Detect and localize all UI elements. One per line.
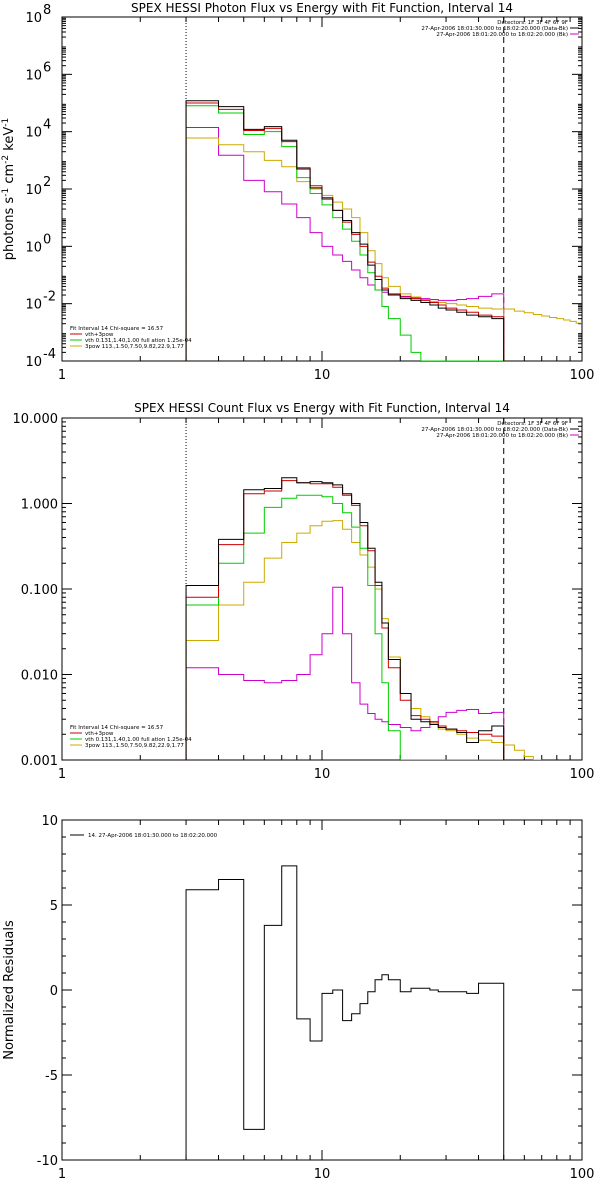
y-tick-label: 0.001 — [21, 754, 58, 769]
y-tick-label: -5 — [45, 1069, 58, 1084]
y-tick-label: 0.010 — [21, 669, 58, 684]
y-axis-label-text: Normalized Residuals — [2, 920, 17, 1060]
header-line: Detectors: 1F 3F 4F 6F 9F — [497, 20, 568, 26]
header-line: 27-Apr-2006 18:01:30.000 to 18:02:20.000… — [421, 26, 568, 32]
plot-area — [185, 477, 542, 760]
y-tick-exponent: 6 — [43, 60, 51, 75]
chart-title: SPEX HESSI Photon Flux vs Energy with Fi… — [131, 1, 513, 15]
chart-title: SPEX HESSI Count Flux vs Energy with Fit… — [134, 401, 510, 415]
y-tick-label: 5 — [50, 899, 58, 914]
y-axis-label-part: -1 — [1, 118, 11, 127]
series-bk — [185, 126, 505, 361]
y-tick-exponent: -4 — [43, 347, 56, 362]
chart-panel-1: SPEX HESSI Photon Flux vs Energy with Fi… — [1, 1, 594, 383]
legend-title: Fit Interval 14 Chi-square = 16.57 — [70, 326, 164, 332]
y-tick-label: 10 — [25, 11, 42, 26]
legend-entry: vth 0.131,1.40,1.00 full ation 1.25e-04 — [85, 338, 192, 344]
chart-panel-3: 1 10 100 -10 -5 0 5 10 Normalized Residuals 14. 2… — [2, 814, 594, 1182]
y-axis-label-part: -2 — [1, 155, 11, 164]
series-data-bk — [185, 100, 505, 361]
series-vth-3pow — [185, 102, 505, 361]
legend-title: Fit Interval 14 Chi-square = 16.57 — [70, 725, 164, 731]
y-tick-label: 10 — [25, 298, 42, 313]
y-tick-exponent: 2 — [43, 175, 51, 190]
y-tick-label: 10 — [25, 126, 42, 141]
y-tick-label: 10.000 — [13, 412, 59, 427]
plot-area — [185, 865, 505, 1160]
x-tick-label: 10 — [314, 368, 331, 383]
y-tick-label: 0.100 — [21, 583, 58, 598]
series-vth-3pow — [185, 480, 505, 760]
y-axis-label: Normalized Residuals — [2, 920, 17, 1060]
y-tick-exponent: 0 — [43, 232, 51, 247]
x-tick-label: 10 — [314, 1167, 331, 1182]
y-axis-label-text: photons s — [2, 197, 17, 261]
y-tick-exponent: -2 — [43, 290, 56, 305]
y-tick-label: -10 — [37, 1154, 58, 1169]
legend-entry: vth+3pow — [85, 332, 114, 338]
series-3pow-extension — [503, 744, 542, 760]
header-line: Detectors: 1F 3F 4F 6F 9F — [497, 421, 568, 427]
y-axis-label: photons s-1 cm-2 keV-1 — [1, 118, 17, 260]
y-tick-exponent: 8 — [43, 3, 51, 18]
legend-entry: 14. 27-Apr-2006 18:01:30.000 to 18:02:20… — [88, 833, 218, 839]
legend-entry: 3pow 113.,1.50,7.50,9.82,22.9,1.77 — [85, 743, 184, 749]
header-line: 27-Apr-2006 18:01:20.000 to 18:02:20.000… — [436, 32, 568, 38]
x-tick-label: 100 — [570, 368, 595, 383]
y-tick-exponent: 4 — [43, 118, 51, 133]
y-tick-label: 1.000 — [21, 498, 58, 513]
y-axis-label-part: cm — [2, 164, 17, 188]
y-tick-label: 10 — [25, 68, 42, 83]
series-data-bk — [185, 477, 505, 760]
legend-entry: vth+3pow — [85, 731, 114, 737]
y-tick-label: 10 — [25, 240, 42, 255]
chart-panel-2: SPEX HESSI Count Flux vs Energy with Fit… — [13, 401, 595, 782]
y-tick-label: 10 — [41, 814, 58, 829]
x-tick-label: 100 — [570, 767, 595, 782]
series-3pow — [185, 137, 505, 361]
y-axis-label-part: -1 — [1, 188, 11, 197]
series-residuals — [185, 865, 505, 1160]
legend-entry: 3pow 113.,1.50,7.50,9.82,22.9,1.77 — [85, 344, 184, 350]
x-tick-label: 1 — [58, 368, 66, 383]
series-3pow — [185, 520, 505, 760]
header-line: 27-Apr-2006 18:01:30.000 to 18:02:20.000… — [421, 427, 568, 433]
x-tick-label: 1 — [58, 767, 66, 782]
legend-entry: vth 0.131,1.40,1.00 full ation 1.25e-04 — [85, 737, 192, 743]
x-tick-label: 10 — [314, 767, 331, 782]
x-tick-label: 100 — [570, 1167, 595, 1182]
header-line: 27-Apr-2006 18:01:20.000 to 18:02:20.000… — [436, 433, 568, 439]
plot-area — [185, 100, 582, 361]
y-tick-label: 10 — [25, 355, 42, 370]
series-vth — [185, 105, 504, 361]
series-bk — [185, 586, 505, 760]
x-tick-label: 1 — [58, 1167, 66, 1182]
y-tick-label: 10 — [25, 183, 42, 198]
series-3pow-extension — [503, 308, 582, 324]
y-tick-label: 0 — [50, 984, 58, 999]
series-vth — [185, 494, 504, 760]
y-axis-label-part: keV — [2, 127, 17, 155]
